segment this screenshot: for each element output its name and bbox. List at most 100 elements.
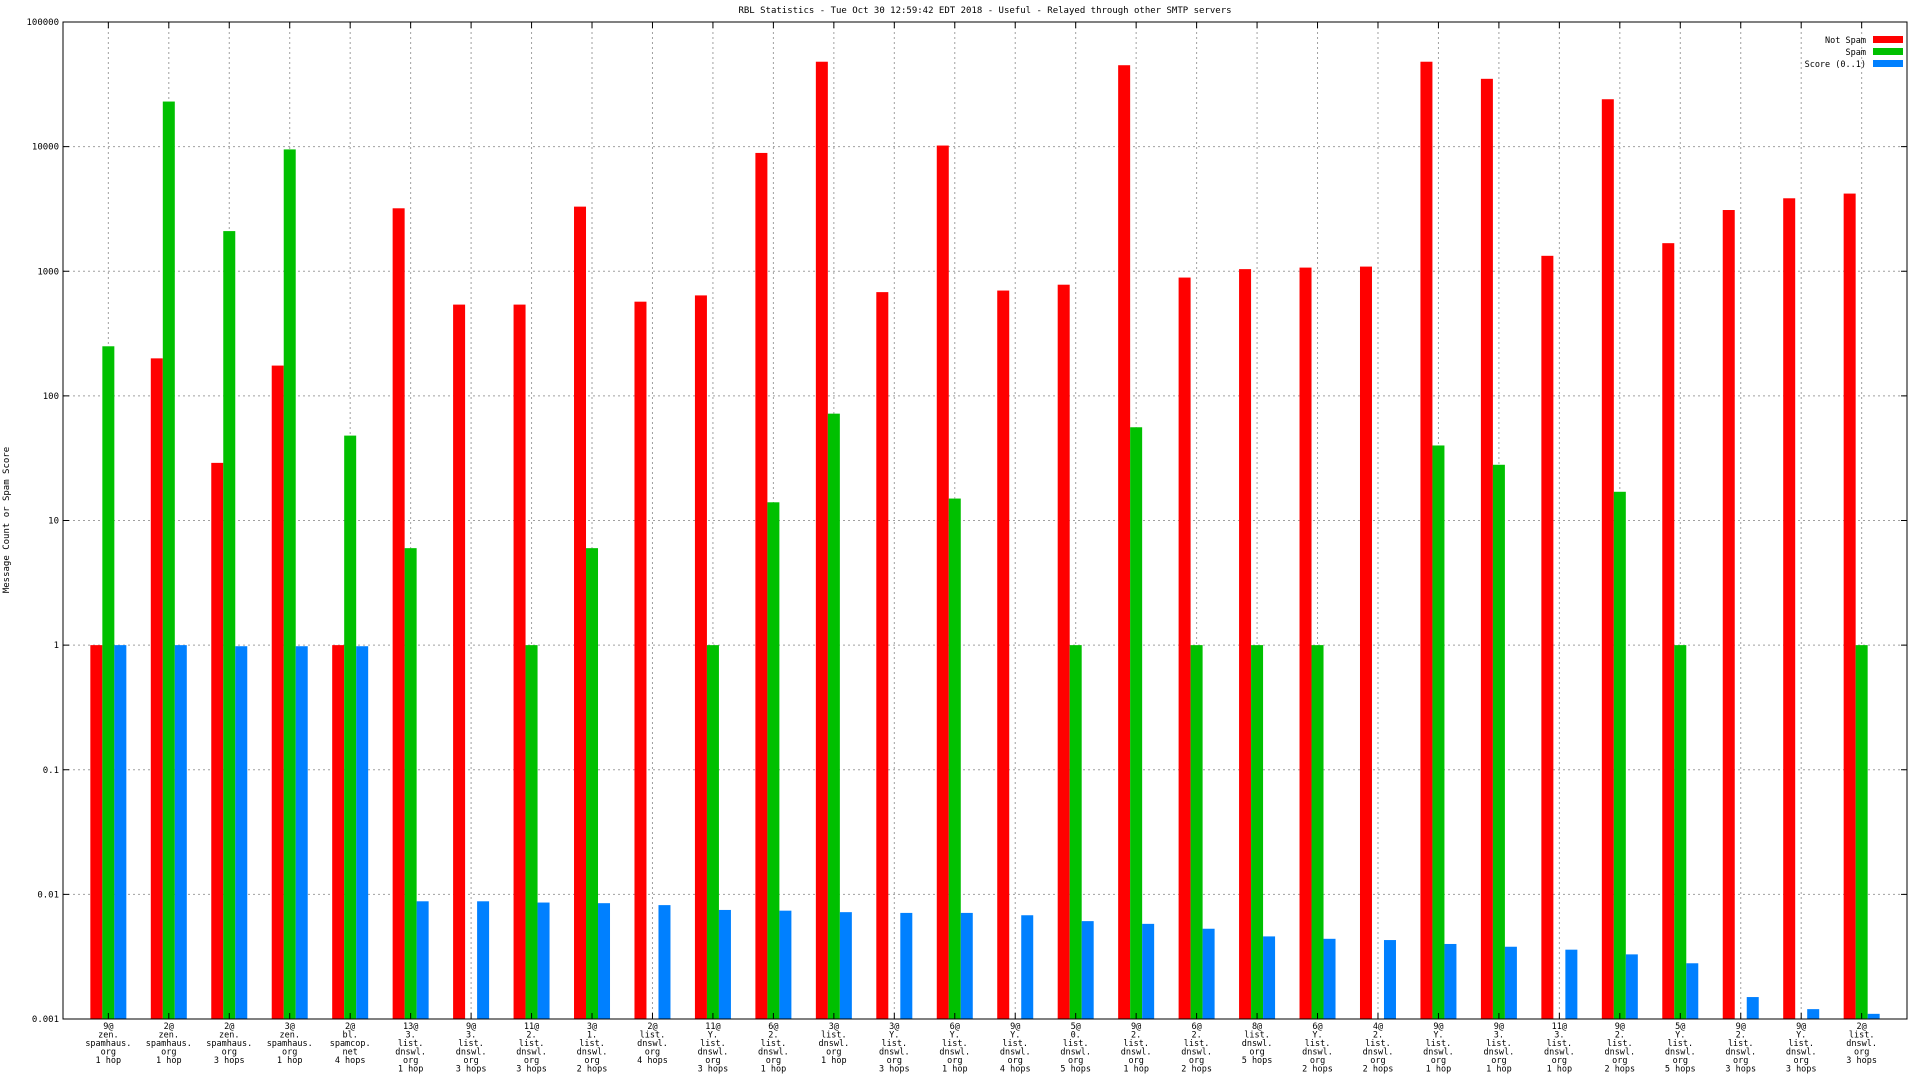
x-category-label: 4@ xyxy=(1373,1022,1383,1032)
x-category-label: 2 hops xyxy=(577,1065,608,1075)
x-category-label: 1 hop xyxy=(1123,1065,1149,1075)
x-category-label: 1 hop xyxy=(942,1065,968,1075)
legend-label: Not Spam xyxy=(1825,36,1866,46)
x-category-label: zen. xyxy=(279,1031,299,1041)
x-category-label: 1 hop xyxy=(761,1065,787,1075)
x-category-label: org xyxy=(826,1048,841,1058)
x-category-label: list. xyxy=(1547,1039,1573,1049)
bar-spam xyxy=(404,548,417,1019)
bars-layer xyxy=(90,61,1880,1020)
bar-spam xyxy=(1674,645,1687,1019)
x-category-label: net xyxy=(343,1048,358,1058)
y-axis-ticks: 100000 10000 1000 100 10 1 0.1 0.01 0.001 xyxy=(26,18,1907,1025)
x-category-label: org xyxy=(705,1056,720,1066)
x-category-label: 13@ xyxy=(403,1022,418,1032)
x-category-label: 9@ xyxy=(1796,1022,1806,1032)
bar-not-spam xyxy=(1299,267,1312,1020)
bar-score-0-1 xyxy=(839,912,852,1019)
x-category-label: 3@ xyxy=(587,1022,597,1032)
x-category-label: Y. xyxy=(1312,1031,1322,1041)
x-category-label: dnswl. xyxy=(1121,1048,1152,1058)
x-category-label: Y. xyxy=(889,1031,899,1041)
x-category-label: org xyxy=(1854,1048,1869,1058)
x-category-label: list. xyxy=(761,1039,787,1049)
x-category-label: dnswl. xyxy=(577,1048,608,1058)
x-category-label: list. xyxy=(1607,1039,1633,1049)
x-category-label: dnswl. xyxy=(1544,1048,1575,1058)
x-category-label: org xyxy=(766,1056,781,1066)
bar-score-0-1 xyxy=(658,905,671,1019)
x-category-label: 2 hops xyxy=(1302,1065,1333,1075)
bar-score-0-1 xyxy=(1142,923,1155,1019)
x-category-label: spamcop. xyxy=(330,1039,371,1049)
bar-not-spam xyxy=(332,645,345,1019)
x-category-label: 4 hops xyxy=(335,1056,366,1066)
bar-not-spam xyxy=(1601,99,1614,1020)
x-category-label: spamhaus. xyxy=(267,1039,313,1049)
x-category-label: 9@ xyxy=(1494,1022,1504,1032)
x-category-label: 9@ xyxy=(103,1022,113,1032)
bar-spam xyxy=(102,346,115,1019)
x-category-label: 1 hop xyxy=(821,1056,847,1066)
x-category-label: 1. xyxy=(587,1031,597,1041)
legend: Not Spam Spam Score (0..1) xyxy=(1805,36,1903,70)
bar-score-0-1 xyxy=(235,646,248,1019)
bar-spam xyxy=(706,645,719,1019)
x-category-label: 2. xyxy=(1615,1031,1625,1041)
x-category-label: org xyxy=(1370,1056,1385,1066)
x-category-label: list. xyxy=(700,1039,726,1049)
bar-not-spam xyxy=(1722,210,1735,1020)
x-category-label: dnswl. xyxy=(758,1048,789,1058)
bar-not-spam xyxy=(1783,198,1796,1019)
x-category-label: list. xyxy=(1305,1039,1331,1049)
x-category-label: 6@ xyxy=(1312,1022,1322,1032)
legend-swatch xyxy=(1873,36,1903,43)
bar-not-spam xyxy=(90,645,103,1019)
x-category-label: 1 hop xyxy=(398,1065,424,1075)
x-category-label: org xyxy=(403,1056,418,1066)
x-category-label: dnswl. xyxy=(1242,1039,1273,1049)
legend-label: Spam xyxy=(1846,48,1866,58)
bar-score-0-1 xyxy=(1383,940,1396,1019)
x-category-label: 3. xyxy=(466,1031,476,1041)
bar-not-spam xyxy=(1541,255,1554,1019)
x-category-label: 1 hop xyxy=(96,1056,122,1066)
x-category-label: org xyxy=(161,1048,176,1058)
x-category-label: 0. xyxy=(1071,1031,1081,1041)
x-category-label: 1 hop xyxy=(1547,1065,1573,1075)
x-category-label: 9@ xyxy=(1131,1022,1141,1032)
x-category-label: dnswl. xyxy=(818,1039,849,1049)
x-category-label: list. xyxy=(1667,1039,1693,1049)
x-category-label: list. xyxy=(1123,1039,1149,1049)
bar-score-0-1 xyxy=(114,645,127,1019)
x-category-label: org xyxy=(1068,1056,1083,1066)
x-category-label: 8@ xyxy=(1252,1022,1262,1032)
x-category-label: list. xyxy=(1849,1031,1875,1041)
bar-spam xyxy=(1613,491,1626,1020)
x-category-label: org xyxy=(1673,1056,1688,1066)
bar-not-spam xyxy=(936,145,949,1019)
x-category-label: org xyxy=(282,1048,297,1058)
y-axis-label: Message Count or Spam Score xyxy=(2,447,12,593)
x-category-label: zen. xyxy=(98,1031,118,1041)
x-category-label: 5 hops xyxy=(1060,1065,1091,1075)
bar-spam xyxy=(1492,464,1505,1019)
bar-spam xyxy=(948,498,961,1019)
bar-spam xyxy=(283,149,296,1020)
bar-score-0-1 xyxy=(1504,946,1517,1019)
x-category-label: 9@ xyxy=(466,1022,476,1032)
bar-not-spam xyxy=(755,152,768,1020)
x-category-label: 1 hop xyxy=(1486,1065,1512,1075)
x-category-label: org xyxy=(887,1056,902,1066)
x-category-label: 2 hops xyxy=(1604,1065,1635,1075)
bar-score-0-1 xyxy=(1021,915,1034,1019)
x-category-label: list. xyxy=(1002,1039,1028,1049)
x-category-label: spamhaus. xyxy=(85,1039,131,1049)
x-category-label: list. xyxy=(1365,1039,1391,1049)
bar-not-spam xyxy=(634,301,647,1020)
bar-not-spam xyxy=(694,295,707,1020)
bar-score-0-1 xyxy=(1867,1013,1880,1019)
x-category-label: 3@ xyxy=(889,1022,899,1032)
x-category-label: dnswl. xyxy=(1181,1048,1212,1058)
x-category-label: Y. xyxy=(1675,1031,1685,1041)
